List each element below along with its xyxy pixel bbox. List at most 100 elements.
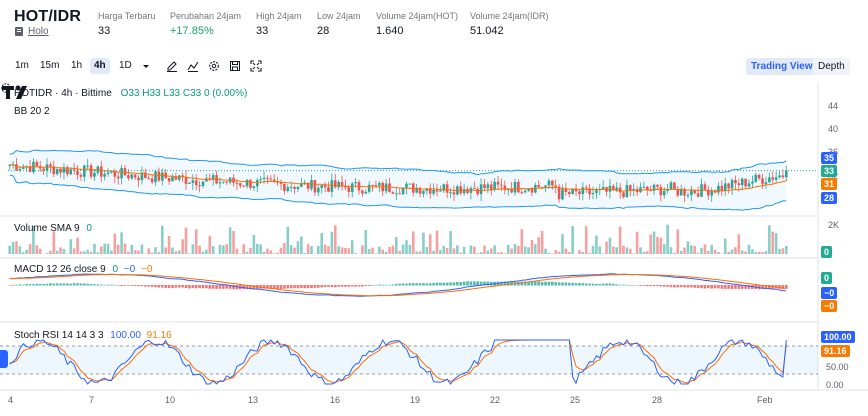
macd-histogram-bar [666,285,669,287]
volume-bar [551,253,554,254]
volume-bar [690,245,693,254]
macd-histogram-bar [466,281,469,286]
expand-sidebar-button[interactable] [0,350,8,368]
volume-bar [557,251,561,254]
draw-icon[interactable] [165,59,179,73]
chart-settings-icon[interactable] [0,82,12,94]
macd-histogram-bar [205,285,208,289]
depth-tab[interactable]: Depth [813,58,850,75]
volume-bar [252,234,256,254]
timeframe-1h[interactable]: 1h [71,60,83,71]
chevron-down-icon[interactable] [139,59,153,73]
timeframe-1m[interactable]: 1m [15,60,29,71]
snapshot-icon[interactable] [228,59,242,73]
volume-bar [659,237,663,254]
volume-bar [513,244,517,254]
candle [618,187,622,193]
macd-histogram-bar [459,282,463,286]
macd-histogram-bar [561,282,564,286]
macd-histogram-bar [723,285,727,289]
macd-signal-line [9,273,787,297]
candle [415,188,418,193]
candle [486,184,490,189]
candle [367,184,371,192]
macd-histogram-bar [374,284,378,286]
candle [422,190,425,194]
timeframe-15m[interactable]: 15m [40,60,60,71]
macd-histogram-bar [445,282,449,286]
fullscreen-icon[interactable] [249,59,263,73]
bb-fill [9,150,787,211]
macd-histogram-bar [252,285,256,290]
macd-histogram-bar [730,285,734,290]
volume-bar [544,248,547,254]
trading-view-tab[interactable]: Trading View [746,58,818,75]
macd-histogram-bar [442,282,446,286]
candle [18,168,22,171]
stat-value: 1.640 [376,25,404,37]
candle [347,187,351,192]
volume-bar [123,243,127,254]
timeframe-1d[interactable]: 1D [119,60,132,71]
volume-bar [276,252,279,254]
settings-icon[interactable] [207,59,221,73]
volume-bar [86,249,89,254]
volume-bar [727,251,730,254]
volume-bar [113,233,117,254]
candle [333,180,337,188]
volume-bar [503,253,507,254]
volume-bar [188,253,191,254]
candle [225,181,229,183]
volume-bar [55,250,59,254]
macd-histogram-bar [418,283,422,286]
volume-bar [279,247,283,254]
bb-lower-badge: 28 [821,192,838,204]
volume-bar [344,247,347,254]
volume-bar [418,251,422,254]
volume-bar [612,246,615,254]
macd-histogram-bar [673,285,676,288]
candle [666,189,669,191]
volume-bar [567,252,571,254]
volume-bar [222,245,225,254]
volume-bar [255,243,259,254]
volume-bar [93,243,96,254]
volume-bar [130,244,134,254]
macd-histogram-bar [69,283,73,286]
macd-histogram-bar [411,283,415,286]
macd-histogram-bar [218,285,222,289]
macd-histogram-bar [344,285,347,287]
macd-histogram-bar [130,285,134,286]
price-chart[interactable]: HOTIDR · 4h · Bittime O33 H33 L33 C33 0 … [0,82,868,416]
x-label: 22 [490,395,501,405]
macd-histogram-bar [198,285,201,289]
candle [645,186,649,191]
volume-bar [445,248,449,254]
candle [442,184,446,191]
candle [55,168,59,175]
candle [140,172,144,181]
macd-histogram-bar [737,285,741,289]
chart-canvas[interactable] [0,82,868,416]
candle [269,178,273,180]
indicators-icon[interactable] [186,59,200,73]
stat-value: +17.85% [170,25,214,37]
volume-bar [578,250,581,254]
volume-bar [435,230,439,254]
macd-histogram-bar [554,282,557,286]
macd-histogram-bar [540,281,544,286]
candle [588,188,591,195]
candle [201,181,205,186]
macd-histogram-bar [456,282,459,286]
volume-bar [76,237,79,254]
macd-histogram-bar [717,285,720,289]
stat-last-price: Harga Terbaru 33 [98,11,155,37]
timeframe-4h[interactable]: 4h [90,58,110,74]
macd-histogram-bar [262,285,266,289]
macd-histogram-bar [608,283,612,286]
volume-bar [700,247,703,254]
exchange-link[interactable]: Holo [28,26,49,37]
volume-bar [21,252,25,254]
candle [744,178,747,187]
volume-bar [401,244,405,254]
